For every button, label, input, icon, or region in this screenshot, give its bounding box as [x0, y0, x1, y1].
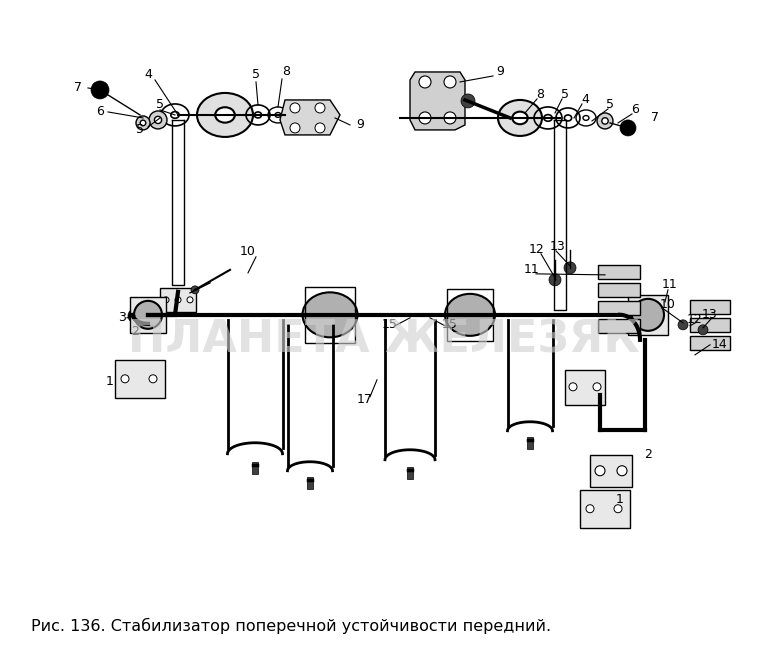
Bar [598, 283, 640, 297]
Bar [598, 301, 640, 315]
Circle shape [444, 112, 456, 124]
Text: 2: 2 [131, 326, 139, 338]
Circle shape [586, 505, 594, 513]
Circle shape [163, 297, 169, 303]
Text: 11: 11 [524, 264, 540, 276]
Circle shape [154, 117, 161, 123]
Circle shape [564, 262, 576, 274]
Text: ПЛАНЕТА ЖЕЛЕЗЯК: ПЛАНЕТА ЖЕЛЕЗЯК [128, 318, 640, 361]
Bar [598, 265, 640, 279]
Circle shape [419, 112, 431, 124]
Circle shape [595, 466, 605, 476]
Bar [130, 297, 166, 333]
Bar [690, 300, 730, 314]
Text: 6: 6 [631, 103, 639, 117]
Polygon shape [280, 100, 340, 135]
Bar [160, 288, 196, 312]
Ellipse shape [498, 100, 542, 136]
Text: 5: 5 [561, 88, 569, 101]
Text: 1: 1 [106, 376, 114, 388]
Bar [690, 336, 730, 350]
Circle shape [678, 320, 688, 330]
Circle shape [617, 466, 627, 476]
Text: 5: 5 [136, 123, 144, 136]
Bar [580, 490, 630, 528]
Text: 5: 5 [606, 98, 614, 111]
Text: 6: 6 [96, 105, 104, 119]
Text: 10: 10 [660, 299, 676, 311]
Ellipse shape [632, 299, 664, 331]
Circle shape [175, 297, 181, 303]
Ellipse shape [134, 301, 162, 329]
Bar [407, 467, 413, 478]
Text: 12: 12 [529, 243, 545, 256]
Bar [252, 462, 258, 474]
Ellipse shape [215, 107, 235, 123]
Circle shape [549, 274, 561, 286]
Circle shape [136, 116, 150, 130]
Polygon shape [410, 72, 465, 130]
Ellipse shape [512, 111, 528, 125]
Circle shape [315, 103, 325, 113]
Text: 7: 7 [74, 82, 82, 94]
Text: 12: 12 [687, 313, 703, 326]
Text: 15: 15 [382, 318, 398, 331]
Ellipse shape [303, 293, 357, 337]
Text: 9: 9 [496, 65, 504, 78]
Text: 9: 9 [356, 119, 364, 131]
Text: 5: 5 [252, 69, 260, 82]
Text: 8: 8 [536, 88, 544, 101]
Text: 5: 5 [156, 98, 164, 111]
Circle shape [187, 297, 193, 303]
Text: 10: 10 [240, 245, 256, 258]
Circle shape [620, 120, 636, 136]
Text: 4: 4 [581, 94, 589, 107]
Circle shape [191, 286, 199, 294]
Bar [690, 318, 730, 332]
Ellipse shape [445, 294, 495, 336]
Text: 3: 3 [118, 311, 126, 324]
Circle shape [614, 505, 622, 513]
Bar [598, 319, 640, 333]
Text: Рис. 136. Стабилизатор поперечной устойчивости передний.: Рис. 136. Стабилизатор поперечной устойч… [31, 618, 551, 635]
Text: 17: 17 [357, 393, 373, 407]
Circle shape [419, 76, 431, 88]
Circle shape [91, 81, 109, 99]
Bar [565, 370, 605, 405]
Circle shape [128, 309, 142, 323]
Circle shape [141, 120, 146, 126]
Circle shape [444, 76, 456, 88]
Text: 13: 13 [550, 241, 566, 253]
Circle shape [290, 103, 300, 113]
Text: 14: 14 [712, 338, 728, 351]
Circle shape [149, 375, 157, 383]
Ellipse shape [197, 93, 253, 137]
Bar [307, 476, 313, 489]
Circle shape [698, 325, 708, 335]
Circle shape [461, 94, 475, 108]
Text: 11: 11 [662, 278, 678, 291]
Bar [115, 360, 165, 398]
Bar [527, 437, 533, 449]
Circle shape [149, 111, 167, 129]
Bar [305, 287, 355, 343]
Text: 15: 15 [442, 318, 458, 331]
Text: 7: 7 [651, 111, 659, 125]
Circle shape [593, 383, 601, 391]
Bar [628, 295, 668, 335]
Text: 4: 4 [144, 69, 152, 82]
Circle shape [121, 375, 129, 383]
Text: 1: 1 [616, 493, 624, 506]
Bar [590, 455, 632, 487]
Circle shape [597, 113, 613, 129]
Circle shape [569, 383, 577, 391]
Bar [447, 289, 493, 341]
Text: 2: 2 [644, 448, 652, 461]
Text: 8: 8 [282, 65, 290, 78]
Circle shape [315, 123, 325, 133]
Circle shape [290, 123, 300, 133]
Circle shape [602, 118, 608, 124]
Text: 13: 13 [702, 308, 718, 322]
